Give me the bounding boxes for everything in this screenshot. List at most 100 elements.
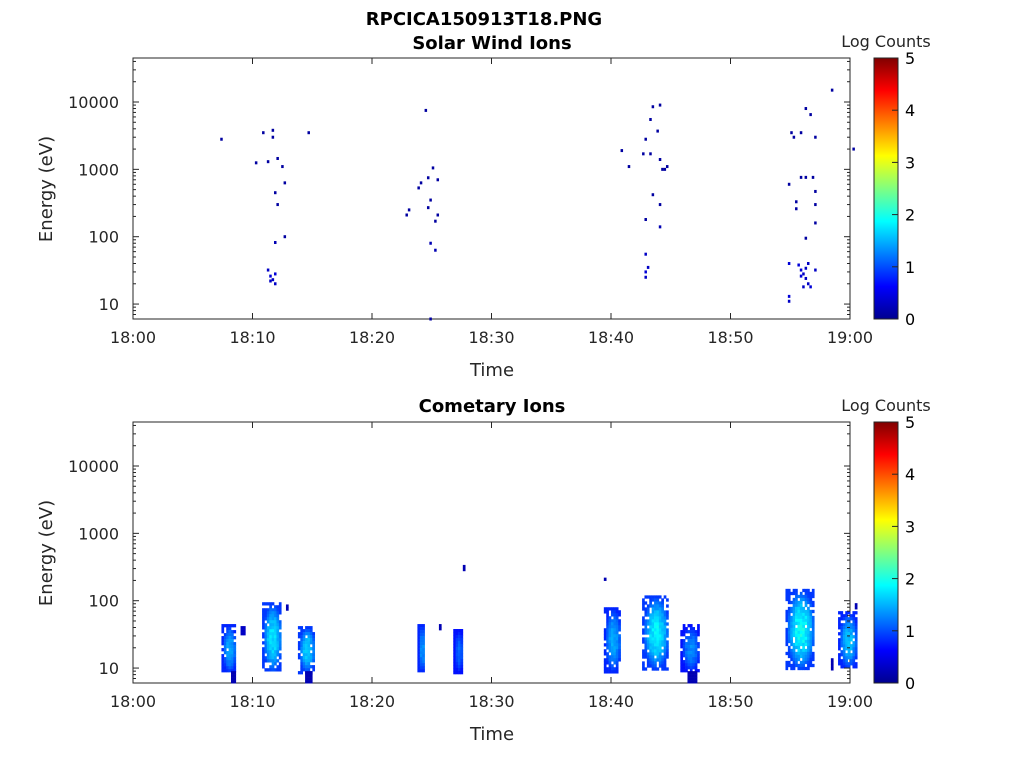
data-cluster (262, 602, 282, 672)
data-cell (646, 595, 650, 599)
data-cell (278, 665, 282, 669)
data-cell (302, 647, 306, 651)
data-cell (687, 642, 691, 646)
data-cell (608, 625, 612, 629)
data-cell (618, 655, 621, 659)
data-cell (792, 615, 796, 620)
data-cell (680, 654, 684, 658)
data-cell (809, 630, 813, 635)
data-cell (274, 638, 277, 642)
data-cell (419, 654, 423, 658)
data-cell (790, 666, 793, 671)
data-cell (458, 635, 461, 639)
data-cell (840, 614, 844, 618)
data-point (429, 241, 432, 245)
data-cell (802, 594, 805, 599)
data-cell (787, 648, 791, 653)
data-cell (811, 618, 815, 623)
data-cell (231, 666, 234, 670)
data-cell (269, 620, 272, 624)
data-cell (613, 655, 617, 659)
data-cell (654, 637, 657, 641)
data-cell (300, 656, 304, 660)
data-cell (608, 661, 612, 665)
y-tick-label: 100 (88, 228, 119, 247)
data-cell (305, 680, 308, 684)
data-cell (845, 659, 848, 663)
data-cell (458, 641, 461, 645)
data-cell (666, 634, 669, 638)
data-cell (792, 633, 796, 638)
x-axis-label: Time (469, 360, 514, 381)
data-cell (458, 632, 461, 636)
data-cell (795, 588, 798, 593)
data-cell (615, 631, 619, 635)
data-cell (785, 642, 789, 647)
data-cell (697, 660, 700, 664)
data-cell (687, 651, 691, 655)
data-cell (613, 652, 617, 656)
data-cell (666, 604, 669, 608)
data-cell (649, 658, 652, 662)
data-cell (850, 656, 853, 660)
x-tick-label: 18:10 (229, 328, 275, 347)
data-cell (847, 623, 851, 627)
data-cell (223, 624, 227, 628)
data-cell (692, 648, 696, 652)
data-cell (276, 632, 280, 636)
data-cell (850, 617, 853, 621)
data-cell (797, 624, 801, 629)
data-cell (658, 634, 662, 638)
data-cell (658, 652, 662, 656)
data-cell (223, 645, 227, 649)
data-cell (854, 638, 858, 642)
data-cell (811, 588, 815, 593)
data-point (426, 176, 430, 180)
data-cell (797, 621, 801, 626)
data-cell (838, 647, 841, 651)
data-cell (271, 617, 275, 621)
data-cell (790, 630, 793, 635)
data-point (274, 241, 277, 245)
data-cell (802, 630, 805, 635)
data-cell (455, 650, 459, 654)
data-cluster (680, 624, 700, 673)
data-cell (302, 638, 306, 642)
data-cell (422, 645, 425, 649)
data-cell (613, 643, 617, 647)
data-cell (221, 663, 225, 667)
data-cell (811, 657, 815, 662)
data-cell (694, 663, 698, 667)
data-cell (658, 619, 662, 623)
data-cell (680, 645, 684, 649)
data-cell (221, 624, 225, 628)
data-cell (654, 625, 657, 629)
data-cell (852, 665, 856, 669)
data-cell (787, 660, 791, 665)
data-cell (802, 654, 805, 659)
data-cell (644, 619, 648, 623)
data-cell (804, 603, 808, 608)
data-cell (666, 610, 669, 614)
data-cell (231, 663, 234, 667)
data-cell (606, 607, 609, 611)
data-cell (262, 641, 265, 645)
data-cell (276, 665, 280, 669)
x-axis-label: Time (469, 724, 514, 745)
data-cell (797, 648, 801, 653)
data-cell (682, 651, 686, 655)
data-point (307, 131, 310, 135)
data-cell (278, 668, 282, 672)
data-cell (603, 634, 607, 638)
data-cell (792, 609, 796, 614)
data-cell (455, 647, 459, 651)
data-cell (692, 677, 695, 681)
data-cell (269, 632, 272, 636)
x-tick-label: 18:10 (229, 692, 275, 711)
data-cell (661, 622, 664, 626)
data-cell (809, 609, 813, 614)
data-cell (274, 656, 277, 660)
data-cell (802, 615, 805, 620)
data-cell (663, 595, 667, 599)
data-cell (615, 622, 619, 626)
